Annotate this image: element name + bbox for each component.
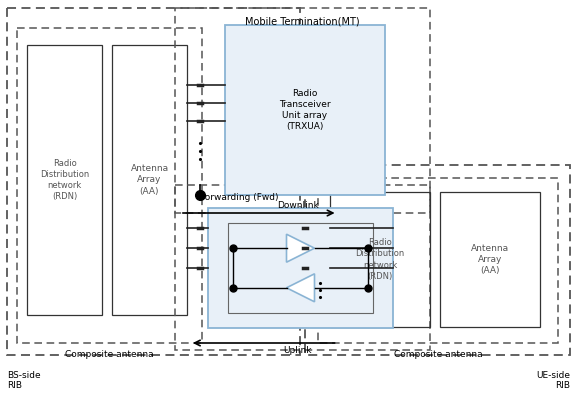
Text: Radio
Distribution
network
(RDN): Radio Distribution network (RDN) bbox=[355, 238, 405, 281]
Text: Antenna
Array
(AA): Antenna Array (AA) bbox=[131, 164, 168, 196]
Text: Radio
Transceiver
Unit array
(TRXUA): Radio Transceiver Unit array (TRXUA) bbox=[279, 89, 331, 131]
Bar bbox=[318, 178, 558, 343]
Text: Composite antenna: Composite antenna bbox=[394, 350, 482, 359]
Polygon shape bbox=[286, 234, 315, 262]
Text: UE-side
RIB: UE-side RIB bbox=[536, 371, 570, 390]
Polygon shape bbox=[286, 274, 315, 302]
Text: Uplink: Uplink bbox=[283, 346, 312, 355]
Text: Downlink: Downlink bbox=[277, 201, 319, 210]
Text: Antenna
Array
(AA): Antenna Array (AA) bbox=[471, 244, 509, 275]
Bar bbox=[225, 25, 385, 195]
Text: BS-side
RIB: BS-side RIB bbox=[7, 371, 41, 390]
Bar bbox=[175, 185, 430, 350]
Bar bbox=[228, 223, 373, 313]
Bar bbox=[17, 28, 202, 343]
Bar bbox=[440, 192, 540, 327]
Bar bbox=[330, 192, 430, 327]
Text: Forwarding (Fwd): Forwarding (Fwd) bbox=[200, 193, 278, 202]
Bar bbox=[112, 45, 187, 315]
Text: Composite antenna: Composite antenna bbox=[65, 350, 154, 359]
Bar bbox=[7, 8, 300, 355]
Bar bbox=[27, 45, 102, 315]
Bar bbox=[305, 165, 570, 355]
Text: Mobile Termination(MT): Mobile Termination(MT) bbox=[245, 16, 360, 26]
Text: Radio
Distribution
network
(RDN): Radio Distribution network (RDN) bbox=[40, 159, 89, 201]
Bar bbox=[208, 208, 393, 328]
Bar bbox=[175, 8, 430, 213]
